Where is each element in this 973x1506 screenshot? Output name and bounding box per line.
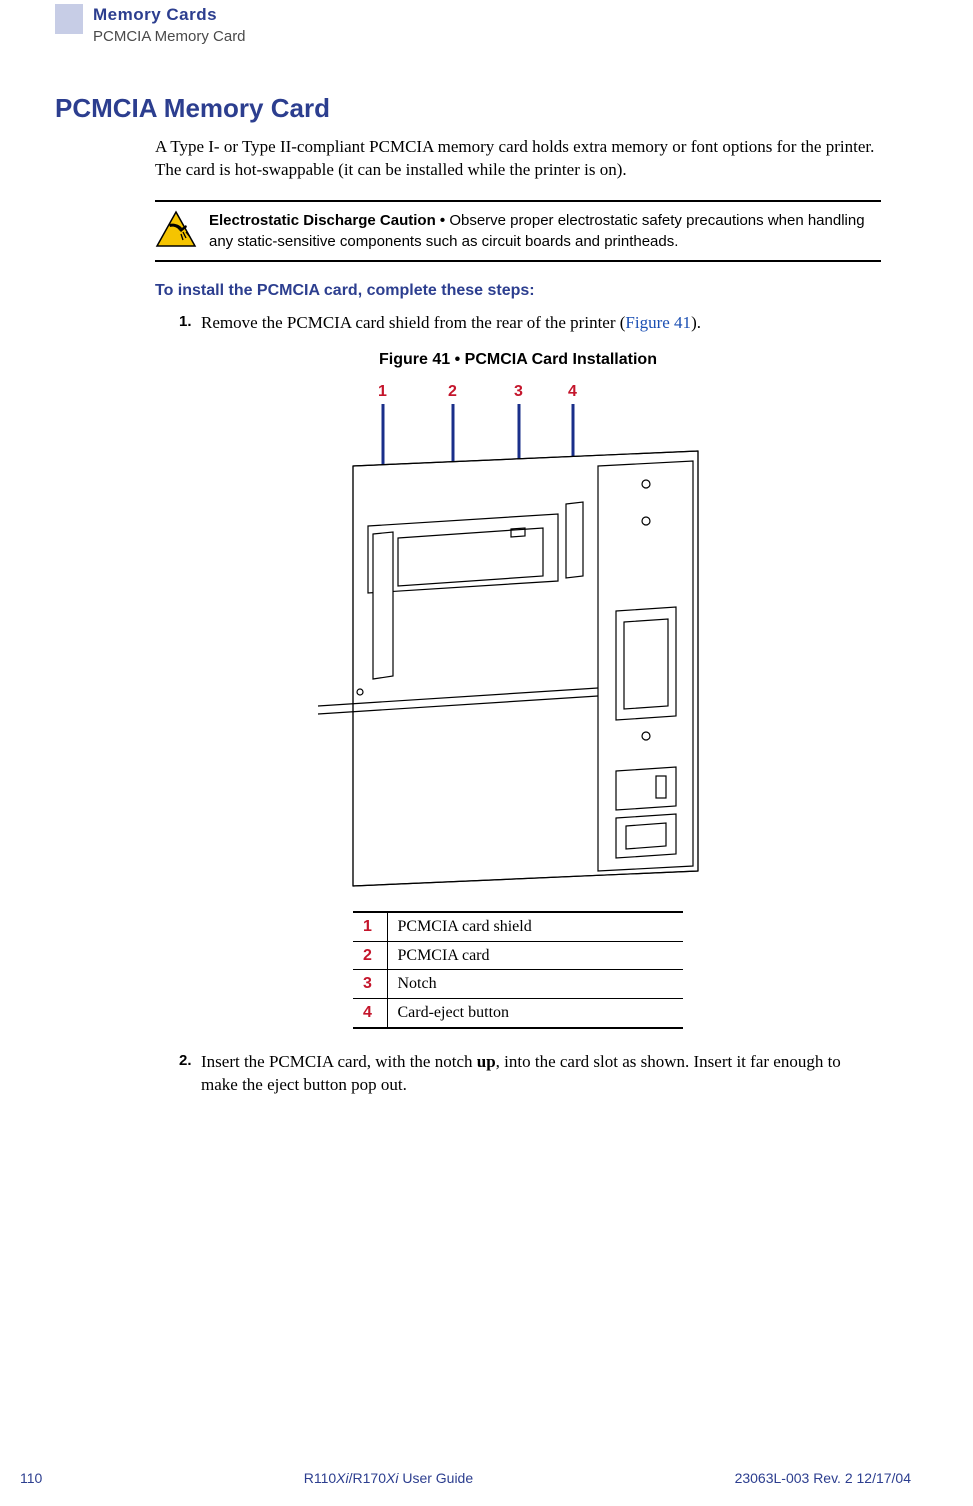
legend-label: PCMCIA card shield (387, 912, 683, 941)
footer-doc-rev: 23063L-003 Rev. 2 12/17/04 (735, 1469, 911, 1488)
callout-2: 2 (448, 383, 457, 400)
footer-center-c: User Guide (398, 1470, 473, 1486)
step-1-a: Remove the PCMCIA card shield from the r… (201, 313, 625, 332)
step-2: 2. Insert the PCMCIA card, with the notc… (179, 1051, 881, 1097)
page-title: PCMCIA Memory Card (55, 91, 901, 126)
legend-num: 2 (353, 941, 387, 970)
intro-paragraph: A Type I- or Type II-compliant PCMCIA me… (155, 136, 881, 182)
figure-legend-table: 1PCMCIA card shield 2PCMCIA card 3Notch … (353, 911, 683, 1028)
esd-caution-text: Electrostatic Discharge Caution • Observ… (209, 210, 881, 252)
legend-row: 1PCMCIA card shield (353, 912, 683, 941)
esd-caution-block: Electrostatic Discharge Caution • Observ… (155, 200, 881, 262)
footer-center-b: /R170 (349, 1470, 386, 1486)
steps-heading: To install the PCMCIA card, complete the… (155, 280, 881, 302)
chapter-title: Memory Cards (93, 4, 246, 27)
figure-caption: Figure 41 • PCMCIA Card Installation (155, 349, 881, 371)
step-2-number: 2. (179, 1051, 201, 1097)
footer-xi2: Xi (386, 1470, 398, 1486)
footer-center-a: R110 (304, 1470, 336, 1486)
legend-row: 4Card-eject button (353, 999, 683, 1028)
callout-1: 1 (378, 383, 387, 400)
figure-41: 1 2 3 4 (155, 376, 881, 903)
step-1-b: ). (691, 313, 701, 332)
legend-row: 2PCMCIA card (353, 941, 683, 970)
page-footer: 110 R110Xi/R170Xi User Guide 23063L-003 … (0, 1469, 973, 1488)
legend-label: PCMCIA card (387, 941, 683, 970)
legend-num: 1 (353, 912, 387, 941)
header-page-box (55, 4, 83, 34)
step-2-a: Insert the PCMCIA card, with the notch (201, 1052, 477, 1071)
figure-lineart (318, 451, 698, 886)
legend-label: Notch (387, 970, 683, 999)
running-header: Memory Cards PCMCIA Memory Card (55, 0, 901, 47)
legend-num: 3 (353, 970, 387, 999)
legend-num: 4 (353, 999, 387, 1028)
legend-row: 3Notch (353, 970, 683, 999)
caution-lead: Electrostatic Discharge Caution • (209, 212, 449, 229)
callout-3: 3 (514, 383, 523, 400)
footer-xi1: Xi (336, 1470, 348, 1486)
callout-4: 4 (568, 383, 577, 400)
step-2-text: Insert the PCMCIA card, with the notch u… (201, 1051, 881, 1097)
legend-label: Card-eject button (387, 999, 683, 1028)
footer-doc-title: R110Xi/R170Xi User Guide (42, 1469, 734, 1488)
step-1-number: 1. (179, 312, 201, 335)
footer-page-number: 110 (20, 1469, 42, 1488)
section-subtitle: PCMCIA Memory Card (93, 27, 246, 47)
esd-caution-icon (155, 210, 197, 248)
step-1-text: Remove the PCMCIA card shield from the r… (201, 312, 881, 335)
step-2-bold: up (477, 1052, 496, 1071)
step-1: 1. Remove the PCMCIA card shield from th… (179, 312, 881, 335)
figure-41-link[interactable]: Figure 41 (625, 313, 691, 332)
